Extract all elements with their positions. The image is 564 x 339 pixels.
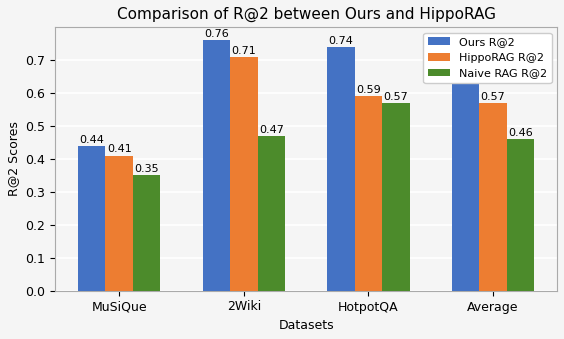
- Bar: [479, 103, 507, 291]
- Text: 0.57: 0.57: [481, 92, 505, 102]
- Text: 0.57: 0.57: [384, 92, 408, 102]
- Bar: [327, 47, 355, 291]
- Bar: [230, 57, 258, 291]
- Legend: Ours R@2, HippoRAG R@2, Naive RAG R@2: Ours R@2, HippoRAG R@2, Naive RAG R@2: [424, 33, 552, 83]
- Bar: [382, 103, 409, 291]
- Bar: [78, 146, 105, 291]
- Bar: [355, 97, 382, 291]
- Bar: [133, 176, 160, 291]
- Bar: [202, 40, 230, 291]
- Bar: [258, 136, 285, 291]
- Y-axis label: R@2 Scores: R@2 Scores: [7, 122, 20, 197]
- Text: 0.35: 0.35: [134, 164, 159, 174]
- Text: 0.47: 0.47: [259, 125, 284, 135]
- Title: Comparison of R@2 between Ours and HippoRAG: Comparison of R@2 between Ours and Hippo…: [117, 7, 496, 22]
- Text: 0.46: 0.46: [508, 128, 533, 138]
- Text: 0.74: 0.74: [329, 36, 354, 46]
- Text: 0.76: 0.76: [204, 29, 229, 39]
- Text: 0.41: 0.41: [107, 144, 131, 155]
- Bar: [105, 156, 133, 291]
- Text: 0.44: 0.44: [80, 135, 104, 144]
- X-axis label: Datasets: Datasets: [278, 319, 334, 332]
- Text: 0.71: 0.71: [231, 46, 256, 56]
- Text: 0.64: 0.64: [453, 69, 478, 79]
- Text: 0.59: 0.59: [356, 85, 381, 95]
- Bar: [507, 139, 534, 291]
- Bar: [452, 80, 479, 291]
